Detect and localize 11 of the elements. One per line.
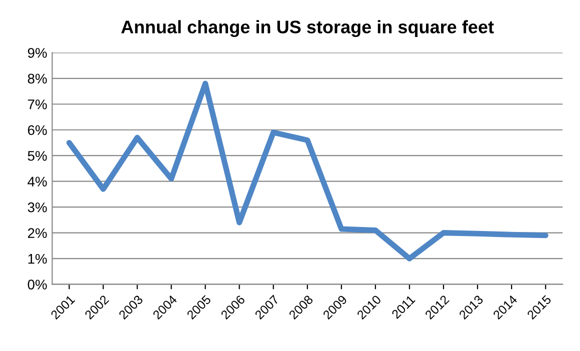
y-tick-label: 6% [28,125,47,136]
y-tick-label: 5% [28,151,47,161]
y-tick-label: 4% [28,176,47,186]
y-tick-label: 7% [28,100,47,110]
chart-title: Annual change in US storage in square feet [121,20,494,38]
y-tick-label: 3% [28,202,47,212]
y-tick-label: 2% [28,228,47,238]
y-tick-label: 1% [28,254,47,264]
y-tick-label: 9% [28,48,47,58]
y-tick-label: 8% [28,74,47,84]
y-tick-label: 0% [28,280,47,290]
